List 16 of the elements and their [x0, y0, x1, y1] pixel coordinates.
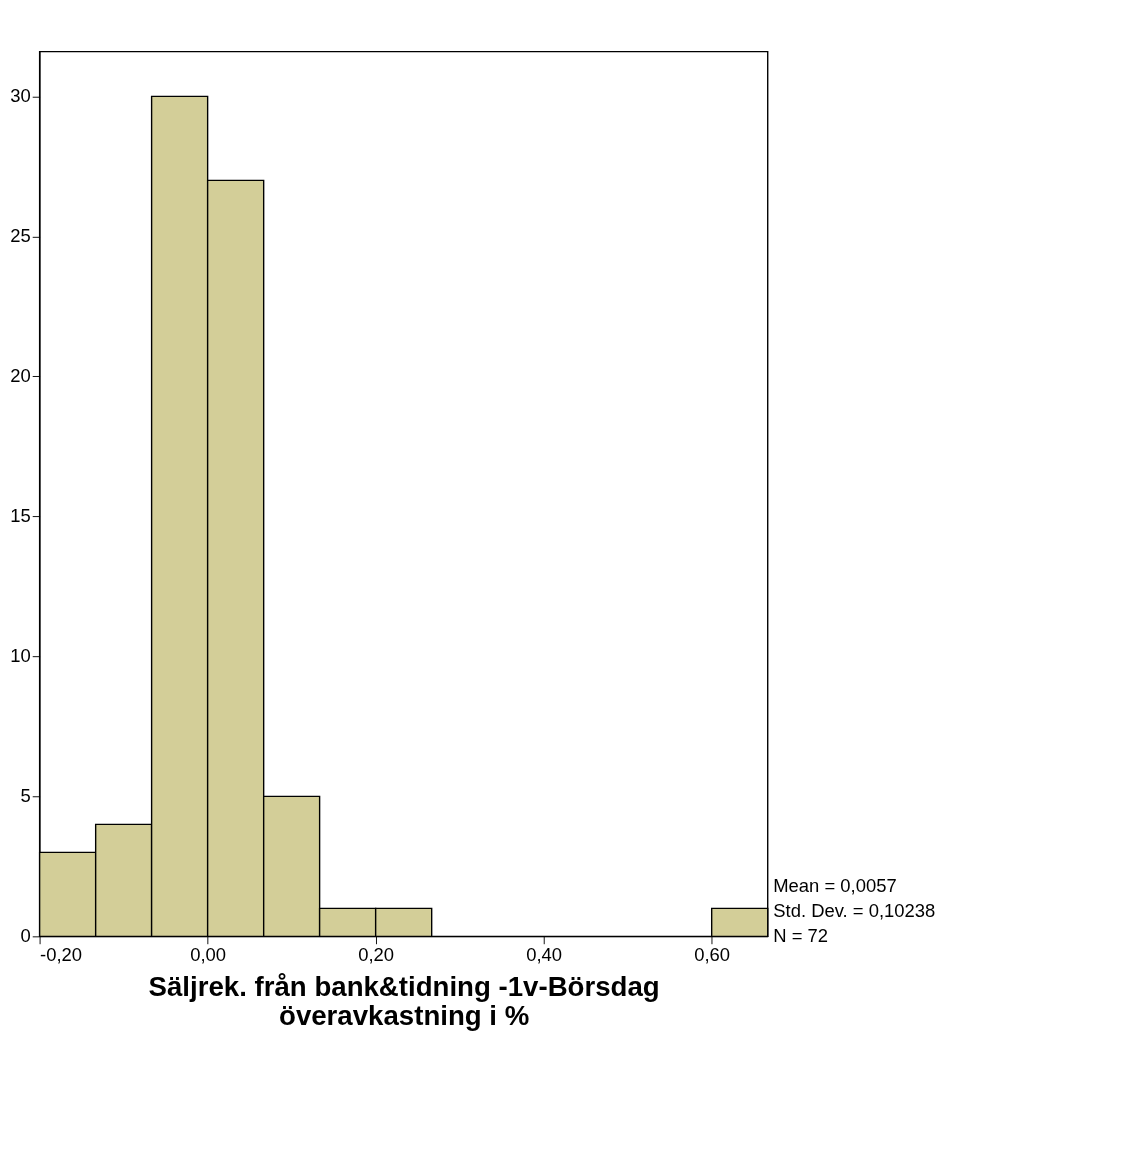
- y-tick-label: 5: [20, 785, 31, 807]
- x-tick-label: 0,00: [190, 943, 227, 965]
- x-tick-label: 0,20: [358, 943, 395, 965]
- y-tick-label: 15: [10, 505, 31, 527]
- text: N = 72: [773, 924, 829, 946]
- x-axis-title: Säljrek. från bank&tidning -1v-Börsdag överavkastning i %: [148, 970, 660, 1032]
- y-tick-label: 0: [20, 925, 31, 947]
- text: Std. Dev. = 0,10238: [773, 900, 936, 922]
- y-tick-label: 10: [10, 645, 31, 667]
- x-tick-label: 0,40: [526, 943, 563, 965]
- x-tick-label: 0,60: [694, 943, 731, 965]
- y-tick-label: 25: [10, 225, 31, 247]
- y-tick-label: 20: [10, 365, 31, 387]
- x-tick-label: -0,20: [40, 943, 83, 965]
- y-tick-label: 30: [10, 85, 31, 107]
- text: Mean = 0,0057: [773, 875, 897, 897]
